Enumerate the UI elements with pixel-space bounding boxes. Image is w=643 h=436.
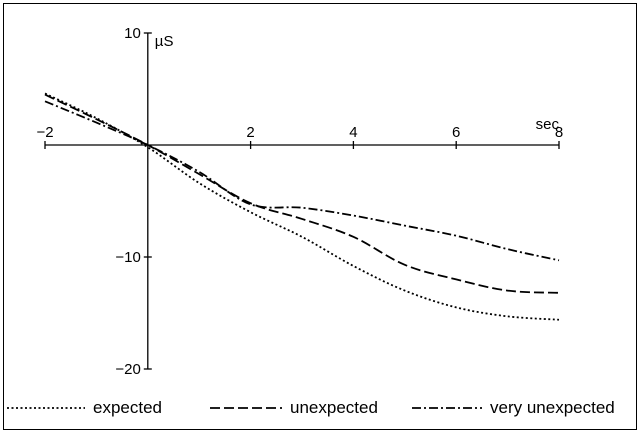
legend: expected unexpected very unexpected bbox=[7, 398, 615, 417]
y-tick-label: −10 bbox=[115, 249, 140, 266]
legend-label: unexpected bbox=[290, 398, 378, 417]
axis-ticks: −2 2 4 6 8 10 −10 −20 bbox=[36, 25, 563, 378]
x-tick-label: 2 bbox=[246, 124, 254, 141]
y-axis-label: µS bbox=[155, 33, 174, 50]
x-tick-label: −2 bbox=[36, 124, 53, 141]
legend-label: expected bbox=[93, 398, 162, 417]
x-tick-label: 8 bbox=[555, 124, 563, 141]
chart-frame bbox=[3, 3, 637, 430]
series-line-dashed bbox=[44, 93, 560, 294]
x-tick-label: 4 bbox=[349, 124, 357, 141]
y-tick-label: 10 bbox=[124, 25, 141, 42]
x-tick-label: 6 bbox=[452, 124, 460, 141]
y-tick-label: −20 bbox=[115, 361, 140, 378]
x-axis-label: sec bbox=[536, 116, 560, 133]
legend-label: very unexpected bbox=[490, 398, 615, 417]
series-line-dashdot bbox=[44, 100, 560, 262]
series-lines bbox=[44, 92, 560, 321]
chart-axes bbox=[45, 33, 559, 369]
